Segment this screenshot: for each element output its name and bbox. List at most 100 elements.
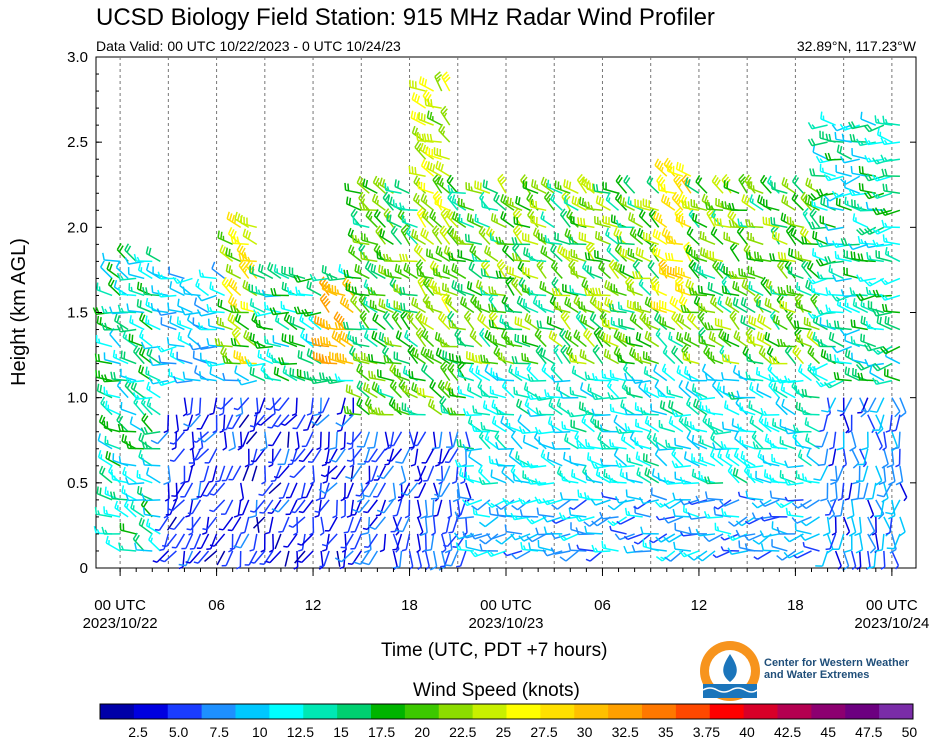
- wind-barb: [819, 163, 836, 177]
- data-valid-label: Data Valid: 00 UTC 10/22/2023 - 0 UTC 10…: [96, 38, 401, 54]
- wind-barb: [594, 216, 611, 229]
- wind-barb: [441, 71, 451, 92]
- wind-barb: [704, 201, 724, 212]
- wind-barb: [842, 448, 847, 468]
- wind-barb: [551, 374, 571, 383]
- wind-barb: [657, 182, 675, 195]
- wind-barb: [314, 499, 322, 518]
- wind-barb: [646, 430, 660, 450]
- wind-barb: [536, 507, 555, 518]
- colorbar-swatch: [709, 704, 745, 719]
- wind-barb: [528, 252, 547, 263]
- wind-barb: [550, 547, 571, 555]
- wind-barb: [343, 405, 362, 416]
- wind-barb: [524, 313, 539, 331]
- wind-barb: [182, 397, 188, 417]
- wind-barb: [504, 524, 523, 535]
- wind-barb: [118, 542, 137, 552]
- wind-barb: [477, 464, 491, 484]
- wind-barb: [140, 426, 161, 435]
- wind-barb: [152, 550, 169, 563]
- wind-barb: [358, 202, 378, 212]
- wind-barb: [209, 397, 218, 416]
- wind-barb: [114, 500, 129, 518]
- wind-barb: [876, 127, 893, 143]
- wind-barb: [497, 173, 507, 194]
- wind-barb: [233, 499, 242, 518]
- wind-barb: [679, 498, 700, 506]
- wind-barb: [634, 301, 651, 314]
- wind-barb: [230, 235, 249, 246]
- wind-barb: [282, 365, 298, 382]
- wind-barb: [576, 544, 595, 552]
- wind-barb: [318, 372, 338, 382]
- wind-barb: [165, 499, 178, 516]
- wind-barb: [546, 316, 563, 331]
- wind-barb: [106, 261, 121, 280]
- wind-barb: [698, 335, 716, 348]
- wind-barb: [408, 370, 426, 382]
- wind-barb: [550, 260, 563, 279]
- wind-barb: [225, 247, 242, 263]
- wind-barb: [124, 375, 145, 384]
- wind-barb: [488, 286, 507, 297]
- wind-barb: [626, 299, 643, 314]
- wind-barb: [319, 550, 330, 568]
- wind-barb: [881, 219, 900, 229]
- colorbar-tick-label: 17.5: [368, 724, 395, 740]
- wind-barb: [585, 472, 603, 484]
- wind-barb: [196, 342, 217, 351]
- wind-barb: [592, 287, 611, 297]
- wind-barb: [274, 313, 290, 331]
- wind-barb: [421, 209, 435, 228]
- wind-barb: [814, 431, 829, 448]
- wind-barb: [128, 333, 145, 348]
- wind-barb: [466, 281, 483, 297]
- colorbar-swatch: [133, 704, 169, 719]
- wind-barb: [249, 414, 258, 433]
- wind-barb: [209, 482, 226, 496]
- wind-barb: [839, 397, 845, 417]
- wind-barb: [640, 407, 659, 416]
- wind-barb: [365, 465, 371, 485]
- wind-barb: [163, 499, 170, 519]
- colorbar-tick-label: 5.0: [169, 724, 189, 740]
- wind-barb: [584, 439, 603, 450]
- wind-barb: [122, 466, 137, 484]
- wind-barb: [712, 259, 724, 279]
- colorbar-swatch: [777, 704, 812, 719]
- wind-barb: [683, 504, 700, 518]
- wind-barb: [714, 522, 732, 535]
- wind-barb: [591, 372, 611, 382]
- wind-barb: [784, 375, 804, 384]
- wind-barb: [382, 310, 395, 331]
- wind-barb: [434, 196, 451, 211]
- wind-barb: [508, 364, 523, 382]
- wind-barb: [451, 465, 459, 485]
- wind-barb: [609, 525, 627, 535]
- wind-barb: [695, 528, 716, 537]
- y-tick-label: 1.0: [67, 390, 88, 407]
- wind-barb: [268, 448, 282, 464]
- wind-barb: [452, 482, 461, 503]
- wind-barb: [676, 331, 692, 348]
- wind-barb: [810, 284, 828, 297]
- y-tick-label: 2.5: [67, 134, 88, 151]
- wind-barb: [794, 523, 812, 535]
- wind-barb: [688, 259, 700, 279]
- wind-barb: [151, 285, 169, 297]
- wind-barb: [212, 414, 218, 434]
- wind-barb: [447, 184, 466, 195]
- wind-barb: [365, 209, 378, 228]
- wind-barb: [522, 434, 539, 450]
- wind-barb: [723, 180, 740, 194]
- wind-barb: [795, 333, 812, 348]
- wind-barb: [569, 499, 587, 511]
- wind-barb: [601, 318, 619, 331]
- wind-barb: [404, 329, 419, 348]
- wind-barb: [377, 369, 394, 382]
- wind-barb: [363, 448, 378, 463]
- wind-barb: [297, 482, 306, 501]
- wind-barb: [657, 472, 675, 484]
- wind-barb: [171, 431, 178, 451]
